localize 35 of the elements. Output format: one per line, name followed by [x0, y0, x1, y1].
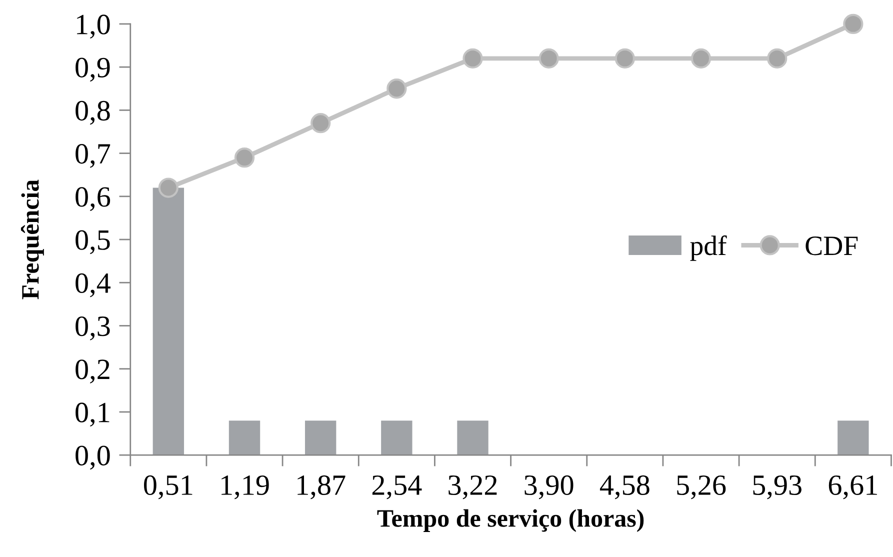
y-tick-label: 0,3: [76, 316, 110, 340]
x-tick-label: 5,93: [753, 475, 802, 500]
x-tick-label: 4,58: [600, 475, 650, 500]
legend-label: pdf: [690, 235, 727, 261]
point: [614, 48, 635, 69]
point: [538, 48, 559, 69]
point: [767, 48, 788, 69]
point: [843, 14, 864, 34]
y-tick-label: 0,4: [76, 273, 110, 298]
y-tick-label: 0,9: [76, 58, 110, 82]
x-tick-label: 2,54: [372, 475, 422, 500]
y-tick-label: 0,7: [76, 144, 110, 168]
y-tick-label: 0,8: [76, 100, 110, 125]
y-tick-label: 0,1: [76, 402, 110, 427]
y-tick-label: 0,0: [76, 446, 110, 470]
x-tick-label: 5,26: [677, 475, 726, 500]
point: [310, 113, 331, 134]
point: [690, 48, 712, 69]
x-tick-label: 3,22: [448, 475, 497, 500]
y-tick-label: 0,2: [76, 360, 110, 384]
point: [158, 178, 178, 198]
y-tick-label: 1,0: [77, 14, 110, 39]
point: [386, 78, 407, 99]
legend-label: CDF: [806, 236, 858, 256]
y-tick-label: 0,6: [76, 187, 110, 211]
y-tick-label: 0,5: [76, 230, 110, 254]
x-axis-title: Tempo de serviço (horas): [377, 509, 644, 532]
x-tick-label: 0,51: [144, 475, 192, 500]
point: [234, 148, 255, 168]
x-tick-label: 1,19: [222, 475, 269, 500]
y-axis-title: Frequência: [20, 180, 44, 300]
x-tick-label: 6,61: [828, 475, 877, 500]
point: [462, 48, 483, 69]
x-tick-label: 1,87: [298, 475, 346, 500]
x-tick-label: 3,90: [524, 475, 574, 500]
